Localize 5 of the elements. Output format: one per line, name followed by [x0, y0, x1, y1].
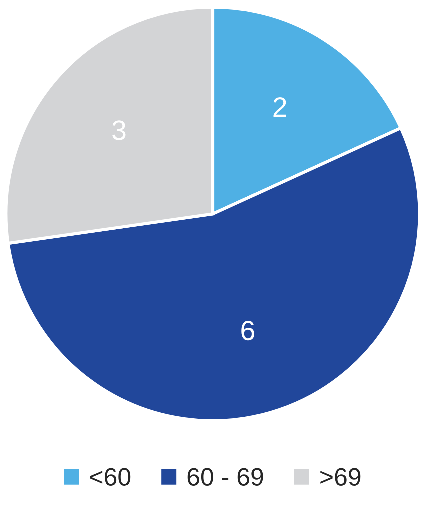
data-label: 6	[242, 320, 254, 341]
legend-label: 60 - 69	[188, 468, 264, 486]
data-label: 2	[274, 98, 286, 117]
legend-label: >69	[320, 468, 361, 486]
legend-label: <60	[90, 468, 131, 486]
